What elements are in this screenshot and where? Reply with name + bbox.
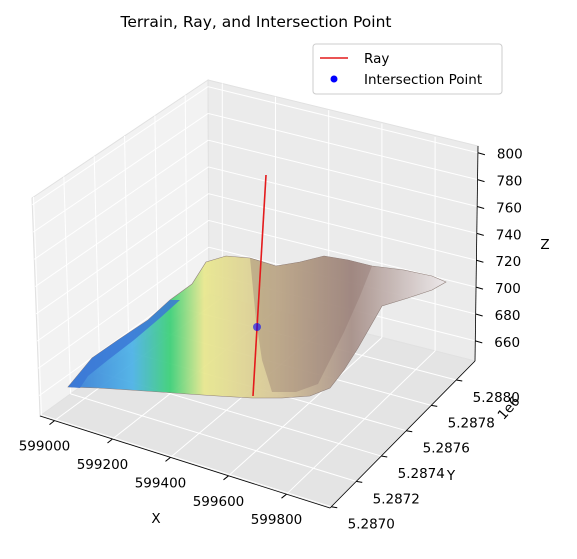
z-grid-line: [208, 112, 478, 181]
z-tick-label: 760: [496, 200, 522, 216]
y-grid-vertical: [63, 176, 72, 394]
z-tick-mark: [475, 340, 483, 344]
z-grid-line: [208, 166, 477, 234]
y-tick-mark: [331, 506, 338, 509]
z-tick-mark: [476, 232, 484, 236]
z-grid-line-left: [33, 139, 209, 260]
z-grid-line-left: [32, 113, 209, 233]
z-grid-line: [208, 193, 477, 261]
z-tick-label: 720: [495, 254, 521, 270]
x-tick-label: 599400: [135, 475, 187, 491]
z-axis-line: [474, 145, 479, 362]
x-axis-line: [39, 415, 331, 509]
z-tick-label: 780: [497, 174, 523, 190]
x-axis-label: X: [151, 511, 160, 527]
y-axis-ticks: 5.2870 5.2872 5.2874 5.2876 5.2878 5.2880: [329, 360, 520, 533]
legend-point-swatch: [330, 75, 338, 83]
y-tick-label: 5.2880: [473, 390, 520, 406]
y-tick-label: 5.2870: [348, 517, 395, 533]
z-axis-ticks: 660 680 700 720 740 760 780 800: [474, 145, 523, 362]
z-grid-line-left: [34, 166, 209, 287]
x-tick-label: 599200: [77, 457, 129, 473]
z-tick-mark: [476, 259, 484, 263]
z-grid-line: [208, 139, 478, 207]
x-tick-mark: [107, 438, 113, 444]
y-axis-line: [329, 360, 476, 509]
z-tick-label: 700: [495, 281, 521, 297]
x-tick-mark: [223, 475, 229, 481]
y-axis-label: Y: [446, 468, 456, 484]
y-grid-vertical: [93, 156, 101, 373]
y-tick-mark: [381, 455, 388, 458]
y-tick-mark: [356, 480, 363, 483]
grid-lines: [31, 83, 479, 508]
legend-box: [312, 43, 503, 95]
y-grid-line: [41, 414, 332, 508]
z-axis-label: Z: [540, 237, 549, 253]
z-tick-label: 740: [496, 227, 522, 243]
x-axis-ticks: 599000 599200 599400 599600 599800: [19, 415, 331, 528]
y-grid-line: [70, 393, 357, 482]
y-tick-mark: [431, 404, 438, 407]
x-tick-label: 599800: [251, 512, 303, 528]
terrain-blue-edge: [68, 300, 180, 388]
legend: Ray Intersection Point: [312, 43, 503, 95]
x-tick-label: 599000: [19, 439, 71, 455]
terrain-ridge-shading: [250, 256, 372, 392]
z-tick-label: 660: [494, 335, 520, 351]
y-tick-label: 5.2874: [398, 466, 445, 482]
z-tick-mark: [477, 152, 486, 156]
z-tick-label: 680: [495, 308, 521, 324]
legend-ray-label: Ray: [364, 51, 389, 67]
z-grid-line: [207, 86, 479, 154]
z-tick-label: 800: [497, 147, 523, 163]
y-tick-label: 5.2872: [373, 491, 420, 507]
z-tick-mark: [475, 313, 483, 317]
y-tick-mark: [406, 430, 413, 433]
x-tick-mark: [49, 420, 55, 425]
z-grid-line-left: [31, 86, 209, 206]
y-tick-mark: [456, 379, 463, 382]
x-tick-mark: [281, 493, 287, 499]
y-grid-vertical: [184, 95, 188, 310]
z-grid-line-left: [36, 220, 209, 342]
y-grid-vertical: [33, 196, 42, 415]
x-grid-line: [228, 337, 383, 477]
x-tick-mark: [165, 457, 171, 462]
z-tick-mark: [477, 205, 485, 209]
ray-line: [252, 174, 267, 397]
y-grid-vertical: [154, 115, 159, 331]
z-grid-line-left: [37, 246, 210, 369]
y-grid-vertical: [124, 135, 130, 352]
y-tick-label: 5.2876: [423, 441, 470, 457]
legend-point-label: Intersection Point: [364, 72, 482, 88]
z-grid-line-left: [35, 193, 209, 315]
y-tick-label: 5.2878: [448, 415, 495, 431]
x-grid-line: [286, 350, 436, 495]
x-tick-label: 599600: [193, 494, 245, 510]
z-tick-mark: [475, 286, 484, 290]
chart-title: Terrain, Ray, and Intersection Point: [120, 13, 392, 31]
z-tick-mark: [477, 179, 485, 183]
intersection-point: [253, 323, 261, 331]
